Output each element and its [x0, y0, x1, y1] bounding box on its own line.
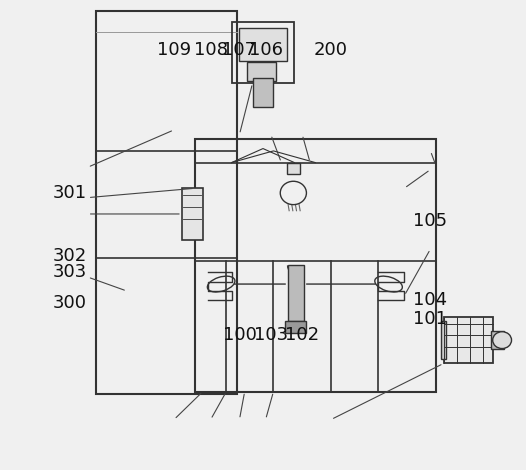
- Text: 109: 109: [157, 41, 191, 59]
- Bar: [96, 11, 237, 394]
- Text: 303: 303: [52, 263, 87, 282]
- Text: 302: 302: [52, 247, 87, 265]
- Bar: [287, 163, 300, 174]
- Bar: [239, 29, 287, 61]
- Circle shape: [493, 332, 511, 349]
- Text: 301: 301: [53, 184, 86, 202]
- Bar: [195, 139, 436, 392]
- Bar: [443, 317, 493, 363]
- Bar: [247, 62, 276, 81]
- Bar: [288, 266, 304, 321]
- Bar: [231, 23, 295, 83]
- Text: 101: 101: [413, 310, 448, 328]
- Text: 107: 107: [222, 41, 257, 59]
- Text: 105: 105: [413, 212, 448, 230]
- Text: 100: 100: [222, 327, 256, 345]
- Bar: [441, 321, 446, 359]
- Text: 103: 103: [254, 327, 288, 345]
- Text: 102: 102: [285, 327, 319, 345]
- Bar: [491, 331, 504, 350]
- Text: 104: 104: [413, 291, 448, 309]
- Bar: [182, 188, 203, 240]
- Bar: [286, 321, 307, 333]
- Text: 108: 108: [194, 41, 228, 59]
- Text: 300: 300: [53, 294, 86, 312]
- Text: 106: 106: [249, 41, 282, 59]
- Text: 200: 200: [314, 41, 348, 59]
- Bar: [252, 78, 274, 107]
